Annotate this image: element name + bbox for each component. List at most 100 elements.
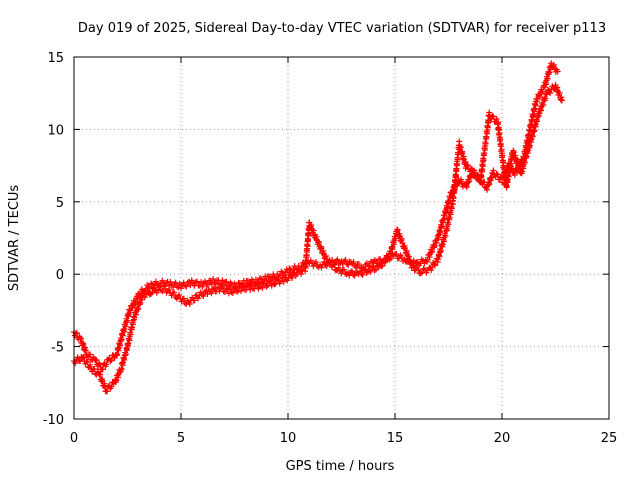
data-point: [373, 266, 380, 273]
x-tick-label: 15: [387, 431, 404, 446]
data-point: [198, 279, 205, 286]
data-point: [356, 268, 363, 275]
data-point: [84, 358, 91, 365]
data-point: [318, 244, 325, 251]
chart-title: Day 019 of 2025, Sidereal Day-to-day VTE…: [78, 21, 606, 36]
data-point: [438, 247, 445, 254]
data-point: [182, 282, 189, 289]
data-point: [80, 341, 87, 348]
data-point: [355, 261, 362, 268]
data-point: [169, 284, 176, 291]
data-point: [91, 365, 98, 372]
data-point: [546, 69, 553, 76]
series-trace-a: [71, 60, 561, 373]
data-point: [180, 295, 187, 302]
data-point: [550, 61, 557, 68]
data-point: [331, 261, 338, 268]
data-point: [211, 285, 218, 292]
data-point: [217, 285, 224, 292]
data-point: [354, 269, 361, 276]
data-point: [320, 247, 327, 254]
data-point: [171, 289, 178, 296]
data-point: [429, 248, 436, 255]
data-point: [268, 282, 275, 289]
data-point: [291, 269, 298, 276]
data-point: [378, 263, 385, 270]
data-point: [108, 356, 115, 363]
data-point: [124, 347, 131, 354]
data-point: [175, 284, 182, 291]
data-point: [350, 271, 357, 278]
data-point: [240, 283, 247, 290]
data-point: [431, 244, 438, 251]
data-point: [122, 351, 129, 358]
data-point: [536, 93, 543, 100]
data-point: [341, 258, 348, 265]
data-point: [313, 259, 320, 266]
data-point: [490, 167, 497, 174]
data-point: [486, 180, 493, 187]
data-point: [103, 361, 110, 368]
y-tick-label: -5: [51, 341, 64, 356]
data-point: [176, 280, 183, 287]
data-point: [526, 142, 533, 149]
data-point: [326, 257, 333, 264]
data-point: [199, 292, 206, 299]
data-point: [358, 271, 365, 278]
data-point: [506, 167, 513, 174]
data-point: [531, 127, 538, 134]
data-point: [152, 278, 159, 285]
data-point: [385, 255, 392, 262]
data-point: [263, 283, 270, 290]
data-point: [280, 278, 287, 285]
data-point: [159, 277, 166, 284]
data-point: [286, 265, 293, 272]
data-point: [345, 261, 352, 268]
data-point: [339, 267, 346, 274]
data-point: [543, 91, 550, 98]
data-point: [196, 282, 203, 289]
data-point: [223, 278, 230, 285]
data-point: [256, 275, 263, 282]
data-point: [471, 167, 478, 174]
data-point: [153, 289, 160, 296]
data-point: [256, 283, 263, 290]
data-point: [547, 89, 554, 96]
data-point: [268, 274, 275, 281]
data-point: [365, 263, 372, 270]
data-point: [494, 171, 501, 178]
data-point: [409, 262, 416, 269]
data-point: [524, 138, 531, 145]
data-point: [359, 271, 366, 278]
data-point: [318, 264, 325, 271]
data-point: [428, 266, 435, 273]
data-point: [493, 170, 500, 177]
data-point: [394, 227, 401, 234]
data-point: [118, 336, 125, 343]
data-point: [350, 259, 357, 266]
data-point: [231, 280, 238, 287]
data-point: [200, 292, 207, 299]
data-point: [503, 183, 510, 190]
data-point: [87, 361, 94, 368]
x-axis-title: GPS time / hours: [286, 459, 395, 474]
data-point: [202, 278, 209, 285]
x-tick-label: 10: [280, 431, 297, 446]
data-point: [99, 366, 106, 373]
data-point: [73, 329, 80, 336]
x-tick-label: 25: [601, 431, 618, 446]
data-point: [431, 243, 438, 250]
data-point: [192, 279, 199, 286]
x-tick-label: 5: [177, 431, 185, 446]
data-point: [414, 264, 421, 271]
data-point: [221, 289, 228, 296]
data-point: [554, 68, 561, 75]
data-point: [127, 331, 134, 338]
data-point: [247, 286, 254, 293]
data-point: [129, 305, 136, 312]
data-point: [335, 264, 342, 271]
y-tick-label: 10: [47, 123, 64, 138]
data-point: [322, 252, 329, 259]
data-point: [188, 277, 195, 284]
